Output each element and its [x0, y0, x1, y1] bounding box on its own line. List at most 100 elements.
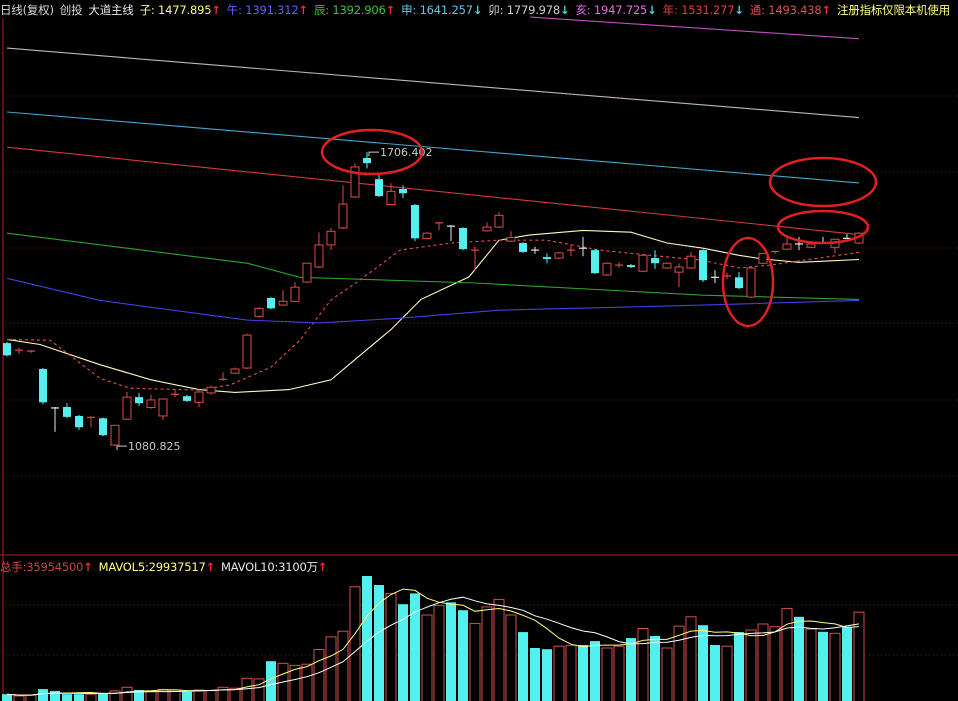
volume-bar-up — [337, 630, 349, 701]
volume-bar-down — [590, 641, 600, 701]
volume-bar-up — [301, 663, 313, 701]
volume-bar-down — [794, 616, 804, 701]
volume-header: 总手: 35954500 ↑ MAVOL5: 29937517 ↑ MAVOL1… — [0, 559, 328, 574]
indicator-value: 1392.906 — [332, 2, 386, 17]
indicator-line — [6, 232, 860, 300]
candle-up — [746, 267, 756, 298]
indicator-value: 1391.312 — [245, 2, 299, 17]
volume-bar-up — [637, 628, 649, 701]
candle-up — [638, 254, 648, 272]
volume-bar-up — [685, 616, 697, 701]
candle-up — [122, 396, 132, 420]
candle-up — [290, 286, 300, 302]
candle-down — [135, 397, 143, 404]
volume-bar-down — [374, 585, 384, 701]
volume-bar-up — [85, 693, 97, 701]
volume-bar-down — [518, 632, 528, 701]
notice-text: 注册指标仅限本机使用 — [836, 2, 950, 17]
volume-bar-up — [553, 645, 565, 701]
indicator-line — [530, 16, 860, 40]
indicator-line — [6, 47, 860, 119]
volume-bar-down — [542, 649, 552, 701]
candle-up — [422, 232, 432, 239]
separator: : — [761, 2, 769, 17]
candle-down — [627, 265, 635, 268]
volume-bar-up — [13, 695, 25, 701]
volume-bar-down — [410, 593, 420, 701]
candle-up — [494, 214, 504, 228]
candle-down — [399, 189, 407, 194]
highlight-ellipse — [776, 209, 870, 245]
candle-up — [326, 230, 336, 246]
candle-down — [3, 343, 11, 356]
mavol-line — [6, 588, 860, 696]
volume-bar-up — [217, 686, 229, 701]
candle-up — [686, 255, 696, 269]
separator: : — [150, 2, 159, 17]
mavol10-label: MAVOL10 — [221, 559, 275, 574]
indicator-line — [6, 111, 860, 184]
period-label: 日线(复权) — [0, 2, 54, 17]
indicator-label: 大道主线 — [88, 2, 134, 17]
indicator-key: 通 — [749, 2, 762, 17]
indicator-line — [6, 146, 860, 236]
mavol5-value: 29937517 — [148, 559, 206, 574]
indicator-value: 1531.277 — [681, 2, 735, 17]
volume-bar-down — [842, 626, 852, 701]
volume-bar-down — [50, 690, 60, 701]
separator: : — [586, 2, 594, 17]
volume-bar-down — [38, 689, 48, 701]
volume-bar-up — [781, 607, 793, 701]
volume-bar-up — [325, 636, 337, 701]
volume-bar-down — [458, 610, 468, 701]
volume-bar-up — [121, 686, 133, 701]
volume-bar-up — [349, 586, 361, 701]
volume-bar-up — [565, 644, 577, 701]
volume-bar-up — [253, 678, 265, 701]
candle-up — [302, 262, 312, 283]
candle-up — [338, 203, 348, 229]
volume-bar-up — [721, 645, 733, 701]
candle-up — [806, 243, 816, 248]
indicator-value: 1493.438 — [768, 2, 822, 17]
candle-up — [146, 399, 156, 408]
separator: : — [412, 2, 420, 17]
candle-down — [99, 418, 107, 436]
candle-down — [39, 368, 47, 403]
indicator-value: 1779.978 — [506, 2, 561, 17]
separator: : — [238, 2, 246, 17]
volume-bar-up — [853, 611, 865, 701]
volume-bar-down — [698, 625, 708, 701]
candle-down — [519, 243, 527, 252]
candle-up — [506, 236, 516, 242]
indicator-key: 申 — [401, 2, 413, 17]
separator: : — [673, 2, 682, 17]
candle-down — [267, 298, 275, 309]
candle-down — [363, 158, 371, 164]
volume-bar-up — [145, 691, 157, 701]
candle-up — [230, 368, 240, 374]
arrow-down-icon: ↓ — [647, 2, 657, 17]
volume-bar-down — [446, 602, 456, 701]
volume-bar-down — [818, 631, 828, 701]
volume-bar-up — [433, 604, 445, 701]
volume-bar-up — [421, 614, 433, 701]
candle-down — [651, 258, 659, 264]
highlight-ellipse — [721, 236, 775, 328]
volume-bar-up — [25, 694, 37, 701]
total-volume-value: 35954500 — [26, 559, 84, 574]
arrow-up-icon: ↑ — [83, 559, 93, 574]
volume-bar-up — [229, 687, 241, 701]
indicator-value: 1641.257 — [419, 2, 473, 17]
arrow-up-icon: ↑ — [385, 2, 396, 17]
candle-up — [758, 252, 768, 264]
volume-bar-up — [109, 690, 121, 701]
volume-bar-down — [62, 694, 72, 701]
candle-up — [242, 334, 252, 369]
annotation-pointer — [116, 445, 127, 451]
volume-bar-down — [530, 648, 540, 701]
indicator-values: 子: 1477.895↑ 午: 1391.312↑ 辰: 1392.906↑ 申: 1… — [140, 2, 837, 18]
arrow-up-icon: ↑ — [298, 2, 309, 17]
candle-up — [254, 307, 264, 317]
